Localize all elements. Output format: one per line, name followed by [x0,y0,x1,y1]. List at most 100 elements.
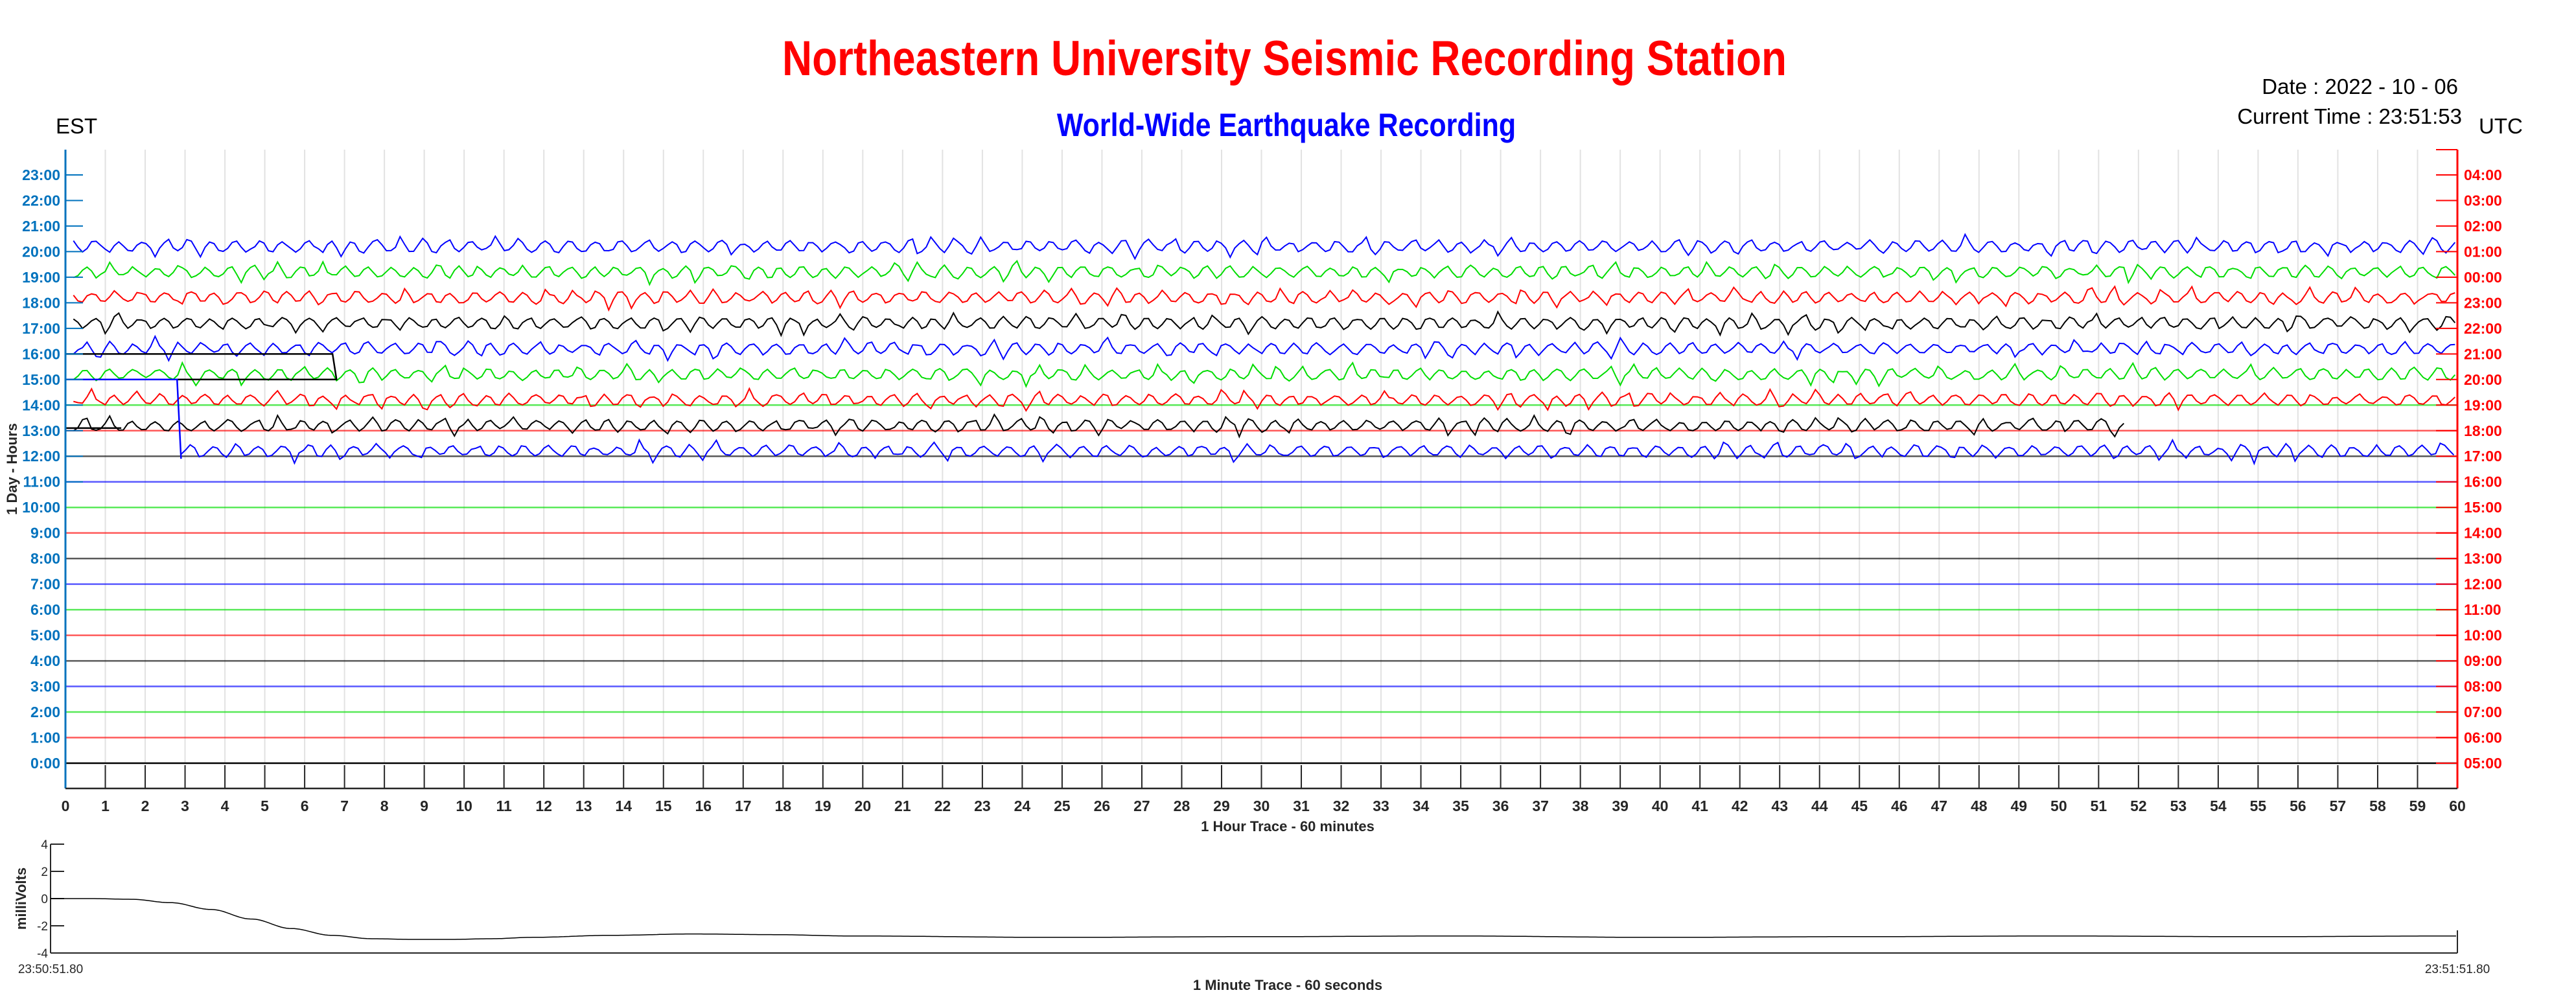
x-tick-label: 40 [1652,798,1669,814]
right-tick-label: 06:00 [2464,729,2502,746]
minute-y-tick-label: -4 [37,947,48,961]
seismic-trace-19 [73,259,2456,286]
x-tick-label: 18 [775,798,792,814]
right-tick-label: 15:00 [2464,499,2502,516]
x-tick-label: 1 [101,798,110,814]
x-tick-label: 2 [141,798,150,814]
x-tick-label: 26 [1094,798,1111,814]
trace-artifact [65,353,338,381]
right-tick-label: 08:00 [2464,678,2502,695]
right-tick-label: 12:00 [2464,576,2502,593]
x-tick-label: 16 [695,798,712,814]
seismic-trace-13 [73,413,2125,439]
x-tick-label: 57 [2330,798,2347,814]
right-tick-label: 19:00 [2464,396,2502,413]
right-tick-label: 17:00 [2464,448,2502,465]
left-tick-label: 13:00 [22,422,60,439]
x-tick-label: 3 [181,798,189,814]
minute-y-tick-label: 2 [41,866,48,879]
left-tick-label: 7:00 [30,576,60,593]
right-tick-label: 20:00 [2464,371,2502,388]
right-tick-label: 23:00 [2464,294,2502,311]
x-tick-label: 46 [1891,798,1908,814]
x-tick-label: 8 [380,798,389,814]
left-tick-label: 21:00 [22,218,60,235]
x-tick-label: 21 [894,798,911,814]
x-tick-label: 20 [855,798,872,814]
x-tick-label: 9 [420,798,428,814]
left-tick-label: 20:00 [22,243,60,260]
minute-trace-chart: 4 2 0 -2 -4 [37,838,2458,961]
x-tick-label: 15 [655,798,672,814]
minute-y-tick-label: 0 [41,893,48,906]
x-tick-label: 23 [974,798,991,814]
x-tick-label: 43 [1771,798,1788,814]
left-tick-label: 4:00 [30,652,60,669]
current-time-label: Current Time : 23:51:53 [2237,104,2462,128]
right-tick-label: 18:00 [2464,422,2502,439]
main-axes: 0 1 2 3 4 5 6 7 8 9 10 11 12 13 14 15 16 17 18 19 20 21 22 23 24… [22,149,2502,814]
seismic-trace-17 [73,310,2456,338]
x-tick-label: 37 [1532,798,1549,814]
page-title: Northeastern University Seismic Recordin… [782,30,1787,86]
left-tick-label: 8:00 [30,550,60,567]
right-tick-label: 02:00 [2464,218,2502,235]
x-tick-label: 0 [62,798,70,814]
left-tick-label: 15:00 [22,371,60,388]
x-tick-label: 39 [1612,798,1629,814]
x-tick-label: 5 [261,798,269,814]
x-tick-label: 38 [1572,798,1589,814]
x-tick-label: 45 [1851,798,1868,814]
right-tick-label: 22:00 [2464,320,2502,337]
right-tick-label: 13:00 [2464,550,2502,567]
x-tick-label: 11 [496,798,513,814]
x-tick-label: 34 [1413,798,1430,814]
left-tick-label: 16:00 [22,345,60,362]
minute-start-label: 23:50:51.80 [18,963,83,976]
x-tick-label: 33 [1373,798,1389,814]
x-tick-label: 36 [1492,798,1509,814]
left-tick-label: 6:00 [30,601,60,618]
minute-y-tick-label: 4 [41,838,48,852]
right-tick-label: 09:00 [2464,652,2502,669]
left-tick-label: 14:00 [22,396,60,413]
x-tick-label: 31 [1293,798,1310,814]
x-axis-label: 1 Hour Trace - 60 minutes [1201,818,1375,834]
x-tick-label: 24 [1014,798,1031,814]
utc-zone-label: UTC [2479,114,2523,138]
right-tick-label: 04:00 [2464,166,2502,183]
x-tick-label: 41 [1691,798,1708,814]
x-tick-label: 51 [2091,798,2107,814]
left-tick-label: 2:00 [30,704,60,720]
seismic-trace-12 [180,438,2455,466]
x-tick-label: 10 [456,798,472,814]
right-tick-label: 21:00 [2464,345,2502,362]
right-tick-label: 11:00 [2464,601,2501,618]
x-tick-label: 29 [1213,798,1230,814]
x-tick-label: 22 [934,798,951,814]
x-tick-label: 59 [2409,798,2426,814]
left-tick-label: 3:00 [30,678,60,695]
x-tick-label: 50 [2050,798,2067,814]
right-tick-label: 01:00 [2464,243,2502,260]
x-tick-label: 7 [340,798,349,814]
left-tick-label: 11:00 [23,474,60,490]
y-axis-label: 1 Day - Hours [4,423,20,515]
x-tick-label: 44 [1811,798,1828,814]
left-tick-label: 22:00 [22,192,60,209]
x-tick-label: 12 [535,798,552,814]
x-tick-label: 14 [615,798,632,814]
x-tick-label: 49 [2011,798,2028,814]
x-tick-label: 32 [1333,798,1350,814]
x-tick-label: 25 [1054,798,1071,814]
left-tick-label: 0:00 [30,755,60,772]
right-tick-label: 14:00 [2464,525,2502,542]
seismic-trace-20 [73,233,2456,260]
x-tick-label: 60 [2449,798,2466,814]
seismic-trace-15 [73,361,2456,389]
left-tick-label: 5:00 [30,627,60,644]
x-tick-label: 54 [2210,798,2227,814]
x-tick-label: 48 [1971,798,1988,814]
left-tick-label: 1:00 [30,729,60,746]
